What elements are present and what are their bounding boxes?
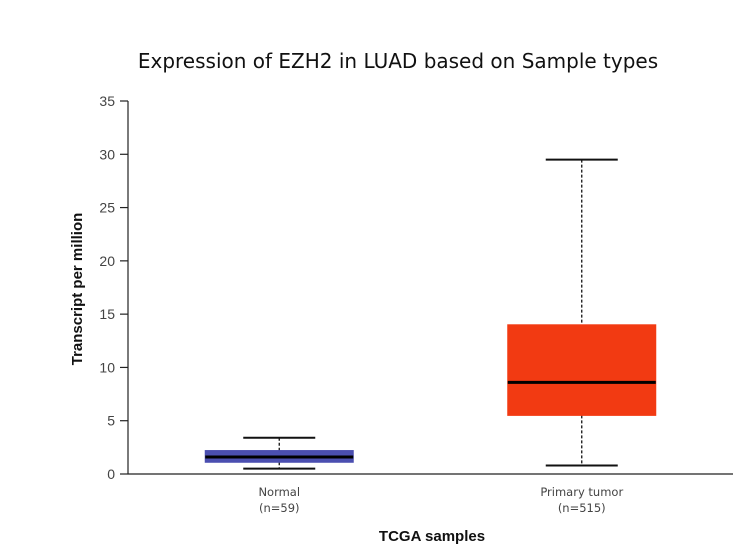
- y-tick-label: 25: [99, 200, 115, 216]
- y-tick-label: 10: [99, 359, 115, 375]
- iqr-box: [507, 324, 657, 416]
- y-tick-label: 0: [107, 466, 115, 482]
- x-tick-count-label: (n=515): [558, 501, 606, 515]
- x-axis: Normal (n=59) Primary tumor (n=515): [128, 473, 733, 515]
- plot-area: [204, 158, 657, 470]
- chart-title: Expression of EZH2 in LUAD based on Samp…: [138, 49, 658, 73]
- y-axis: 0 5 10 15 20 25 30 35: [99, 93, 129, 482]
- box-group-primary-tumor: [507, 158, 657, 467]
- x-tick-label: Primary tumor: [540, 485, 623, 499]
- x-axis-label: TCGA samples: [379, 528, 485, 545]
- y-tick-label: 5: [107, 413, 115, 429]
- box-group-normal: [204, 436, 354, 470]
- x-tick-label: Normal: [258, 485, 300, 499]
- y-tick-label: 30: [99, 146, 115, 162]
- y-tick-label: 15: [99, 306, 115, 322]
- y-tick-label: 20: [99, 253, 115, 269]
- y-axis-label: Transcript per million: [69, 213, 86, 366]
- y-tick-label: 35: [99, 93, 115, 109]
- x-tick-count-label: (n=59): [259, 501, 300, 515]
